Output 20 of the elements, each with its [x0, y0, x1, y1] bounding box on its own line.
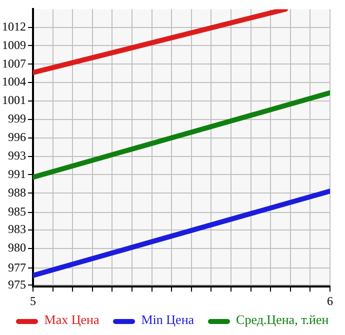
- legend-label: Сред.Цена, т.йен: [235, 312, 329, 328]
- legend-label: Max Цена: [43, 312, 100, 328]
- y-tick-label: 1009: [2, 38, 26, 52]
- y-tick-label: 983: [8, 222, 26, 236]
- y-tick-label: 999: [8, 112, 26, 126]
- legend-label: Min Цена: [140, 312, 194, 328]
- y-tick-label: 975: [8, 277, 26, 292]
- y-tick-label: 977: [8, 260, 26, 274]
- y-tick-label: 1007: [2, 56, 26, 70]
- y-tick-label: 980: [8, 240, 26, 254]
- y-tick-label: 1001: [2, 93, 26, 108]
- y-tick-label: 1004: [2, 74, 26, 89]
- y-tick-label: 988: [8, 185, 26, 200]
- y-tick-label: 993: [8, 148, 26, 162]
- y-tick-label: 996: [8, 130, 26, 144]
- y-tick-label: 1012: [2, 19, 26, 34]
- x-tick-label: 6: [327, 294, 333, 308]
- y-tick-label: 985: [8, 204, 26, 219]
- x-tick-label: 5: [30, 294, 36, 308]
- y-tick-label: 991: [8, 166, 26, 181]
